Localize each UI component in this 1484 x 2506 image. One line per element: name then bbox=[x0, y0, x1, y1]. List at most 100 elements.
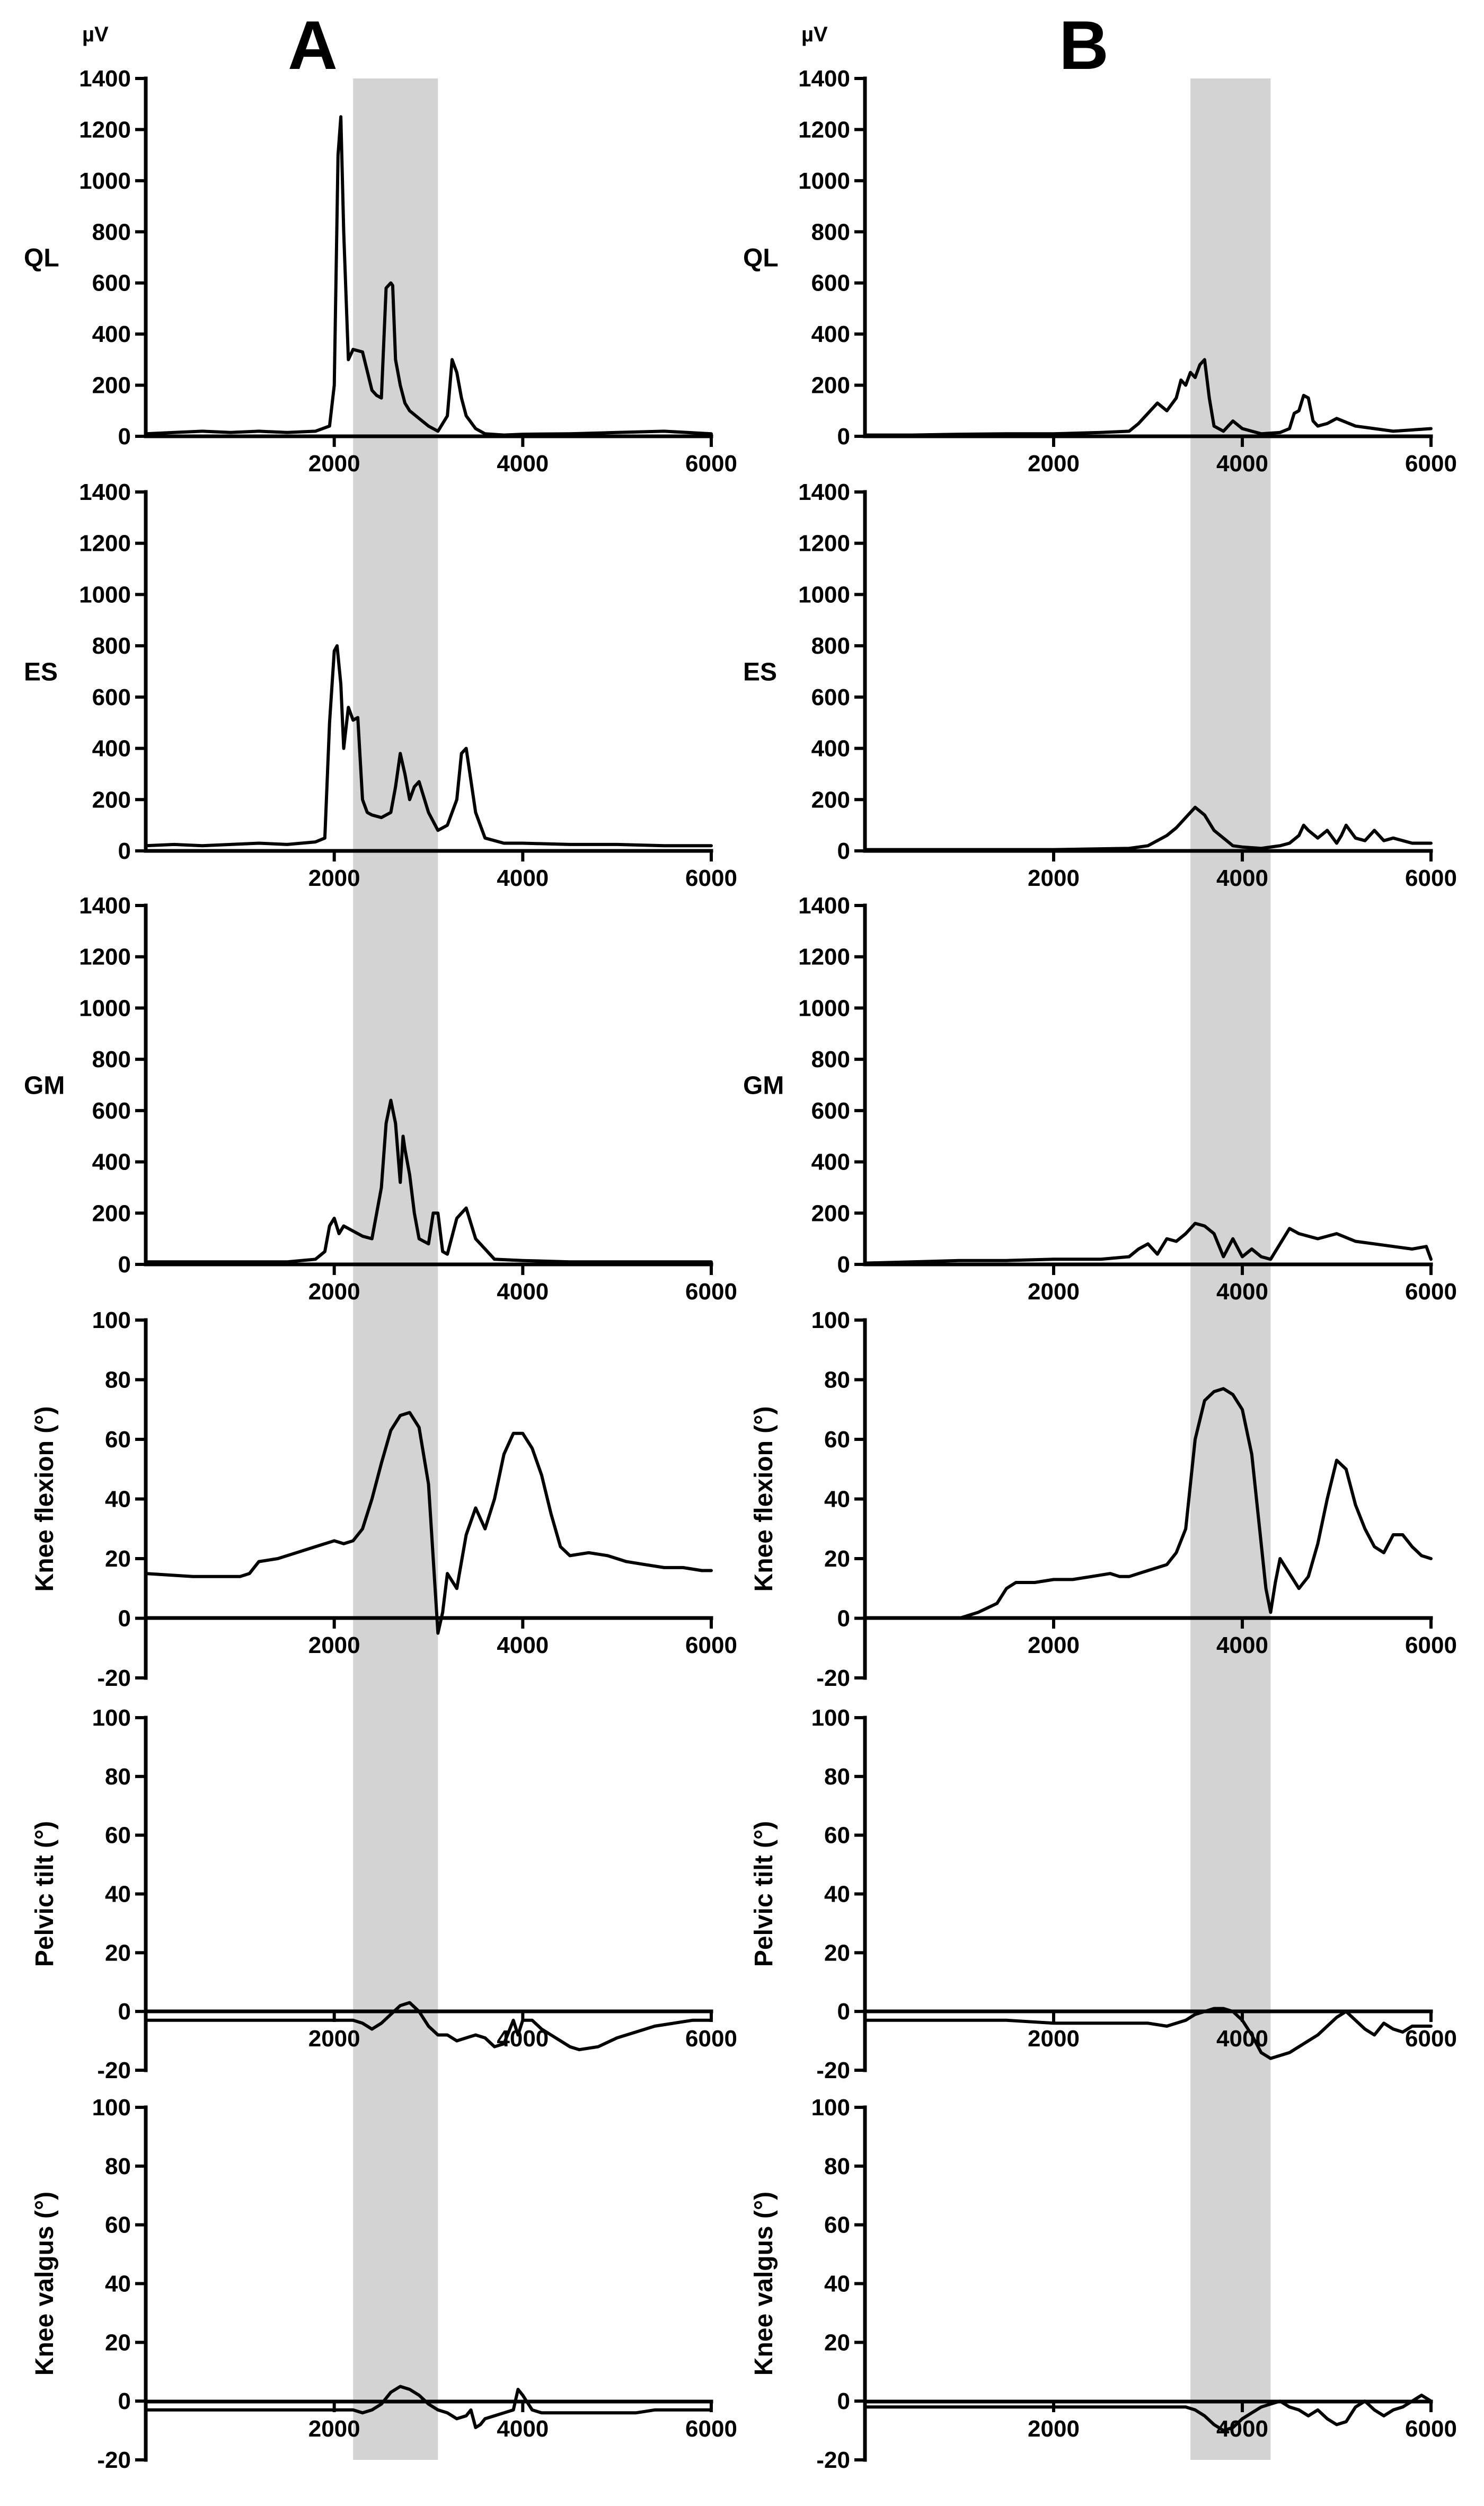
chart-a-ql-y-tick-label: 1400 bbox=[79, 66, 131, 92]
chart-a-pelvic-tilt-y-tick-label: 20 bbox=[105, 1940, 131, 1966]
chart-a-es-x-tick-label: 6000 bbox=[685, 865, 737, 891]
chart-b-knee-valgus-series-line bbox=[863, 2394, 1433, 2432]
chart-b-gm-y-tick-label: 600 bbox=[811, 1098, 850, 1124]
chart-b-ql-y-tick-label: 0 bbox=[837, 424, 850, 450]
chart-b-gm-y-tick-label: 1200 bbox=[798, 944, 850, 970]
chart-a-pelvic-tilt-x-tick-label: 6000 bbox=[685, 2026, 737, 2052]
chart-b-ql-x-tick-label: 6000 bbox=[1405, 451, 1457, 477]
chart-a-knee-valgus-x-tick-label: 2000 bbox=[308, 2416, 360, 2442]
chart-a-gm-y-tick-label: 1000 bbox=[79, 995, 131, 1021]
chart-b-pelvic-tilt: -20 0 20 40 60 80 100 2000 4000 6000 Pelvic tilt (… bbox=[750, 1705, 1457, 2083]
chart-b-es-x-tick-label: 2000 bbox=[1028, 865, 1080, 891]
chart-b-knee-flexion: -20 0 20 40 60 80 100 2000 4000 6000 Knee flexion … bbox=[750, 1307, 1457, 1691]
chart-a-knee-valgus-y-tick-label: 80 bbox=[105, 2153, 131, 2179]
panel-label-a: A bbox=[288, 6, 338, 84]
chart-a-knee-valgus-y-tick-label: 20 bbox=[105, 2329, 131, 2355]
chart-a-gm-y-tick-label: 1200 bbox=[79, 944, 131, 970]
chart-b-gm-y-tick-label: 1400 bbox=[798, 893, 850, 919]
chart-b-pelvic-tilt-x-tick-label: 4000 bbox=[1216, 2026, 1268, 2052]
chart-a-es: 0 200 400 600 800 1000 1200 1400 2000 4000 6000 ES bbox=[24, 479, 737, 891]
chart-a-knee-valgus-x-tick-label: 6000 bbox=[685, 2416, 737, 2442]
chart-b-ql-y-tick-label: 600 bbox=[811, 270, 850, 296]
chart-b-knee-valgus-y-tick-label: 80 bbox=[824, 2153, 850, 2179]
chart-b-gm-x-tick-label: 2000 bbox=[1028, 1279, 1080, 1305]
chart-b-knee-flexion-y-tick-label: -20 bbox=[816, 1665, 850, 1691]
chart-a-es-y-tick-label: 0 bbox=[118, 838, 131, 864]
chart-b-ql-y-tick-label: 400 bbox=[811, 321, 850, 347]
chart-a-es-y-tick-label: 1000 bbox=[79, 582, 131, 608]
chart-b-knee-valgus-y-tick-label: -20 bbox=[816, 2447, 850, 2473]
chart-b-gm-y-label: GM bbox=[743, 1072, 784, 1100]
chart-b-gm-y-tick-label: 400 bbox=[811, 1149, 850, 1175]
chart-a-ql-unit-label: µV bbox=[82, 23, 109, 46]
chart-a-ql-y-tick-label: 200 bbox=[92, 373, 131, 399]
chart-b-knee-valgus-y-tick-label: 0 bbox=[837, 2388, 850, 2414]
chart-a-knee-valgus-y-label: Knee valgus (°) bbox=[31, 2192, 59, 2376]
chart-b-gm: 0 200 400 600 800 1000 1200 1400 2000 4000 6000 GM bbox=[743, 893, 1457, 1305]
chart-a-es-y-tick-label: 800 bbox=[92, 633, 131, 659]
chart-a-knee-valgus-y-tick-label: 60 bbox=[105, 2212, 131, 2238]
chart-b-knee-valgus-x-tick-label: 2000 bbox=[1028, 2416, 1080, 2442]
chart-a-knee-flexion-y-tick-label: 20 bbox=[105, 1546, 131, 1572]
chart-a-knee-flexion-x-tick-label: 2000 bbox=[308, 1632, 360, 1658]
chart-a-pelvic-tilt-y-tick-label: 100 bbox=[92, 1705, 131, 1731]
chart-b-knee-flexion-y-tick-label: 20 bbox=[824, 1546, 850, 1572]
chart-b-ql-y-tick-label: 1400 bbox=[798, 66, 850, 92]
chart-b-pelvic-tilt-x-tick-label: 6000 bbox=[1405, 2026, 1457, 2052]
chart-b-gm-y-tick-label: 200 bbox=[811, 1200, 850, 1226]
chart-b-knee-flexion-y-tick-label: 0 bbox=[837, 1606, 850, 1632]
chart-a-knee-flexion-y-tick-label: -20 bbox=[97, 1665, 131, 1691]
chart-b-pelvic-tilt-y-tick-label: 0 bbox=[837, 1999, 850, 2025]
chart-b-pelvic-tilt-y-tick-label: 60 bbox=[824, 1823, 850, 1849]
chart-b-es-y-tick-label: 200 bbox=[811, 787, 850, 813]
chart-b-es-y-tick-label: 400 bbox=[811, 736, 850, 762]
chart-b-knee-flexion-y-tick-label: 60 bbox=[824, 1427, 850, 1453]
chart-b-ql-series-line bbox=[863, 358, 1433, 437]
chart-b-gm-y-tick-label: 800 bbox=[811, 1047, 850, 1072]
chart-a-pelvic-tilt-y-tick-label: -20 bbox=[97, 2057, 131, 2083]
chart-b-ql-y-tick-label: 1000 bbox=[798, 168, 850, 194]
chart-a-ql-series-line bbox=[144, 115, 713, 437]
chart-a-pelvic-tilt-y-tick-label: 80 bbox=[105, 1764, 131, 1790]
chart-b-knee-valgus-y-tick-label: 20 bbox=[824, 2329, 850, 2355]
chart-a-knee-valgus-series-line bbox=[144, 2385, 713, 2429]
panel-label-b: B bbox=[1059, 6, 1109, 84]
chart-a-gm-x-tick-label: 6000 bbox=[685, 1279, 737, 1305]
chart-b-es-series-line bbox=[863, 805, 1433, 851]
chart-a-ql-y-tick-label: 0 bbox=[118, 424, 131, 450]
chart-a-knee-flexion-y-tick-label: 40 bbox=[105, 1487, 131, 1513]
chart-a-gm-y-label: GM bbox=[24, 1072, 65, 1100]
chart-a-gm-x-tick-label: 4000 bbox=[497, 1279, 549, 1305]
chart-b-knee-valgus-y-tick-label: 100 bbox=[811, 2095, 850, 2121]
chart-b-knee-valgus-y-tick-label: 40 bbox=[824, 2271, 850, 2297]
chart-a-es-series-line bbox=[144, 644, 713, 848]
chart-b-ql-unit-label: µV bbox=[801, 23, 828, 46]
chart-a-gm-y-tick-label: 400 bbox=[92, 1149, 131, 1175]
chart-a-gm: 0 200 400 600 800 1000 1200 1400 2000 4000 6000 GM bbox=[24, 893, 737, 1305]
chart-b-ql-y-tick-label: 800 bbox=[811, 219, 850, 245]
chart-b-es: 0 200 400 600 800 1000 1200 1400 2000 4000 6000 ES bbox=[743, 479, 1457, 891]
chart-a-knee-flexion-x-tick-label: 6000 bbox=[685, 1632, 737, 1658]
chart-a-knee-flexion-y-tick-label: 80 bbox=[105, 1367, 131, 1393]
chart-a-pelvic-tilt-y-label: Pelvic tilt (°) bbox=[31, 1821, 59, 1967]
chart-b-es-y-tick-label: 800 bbox=[811, 633, 850, 659]
chart-b-knee-flexion-y-tick-label: 100 bbox=[811, 1307, 850, 1333]
chart-b-knee-flexion-y-tick-label: 40 bbox=[824, 1487, 850, 1513]
chart-b-knee-flexion-x-tick-label: 2000 bbox=[1028, 1632, 1080, 1658]
chart-b-ql-y-tick-label: 1200 bbox=[798, 117, 850, 143]
shaded-window-a bbox=[353, 78, 438, 2460]
chart-a-pelvic-tilt-x-tick-label: 2000 bbox=[308, 2026, 360, 2052]
chart-a-gm-y-tick-label: 800 bbox=[92, 1047, 131, 1072]
chart-b-pelvic-tilt-y-tick-label: 80 bbox=[824, 1764, 850, 1790]
chart-a-ql-y-tick-label: 800 bbox=[92, 219, 131, 245]
shaded-time-windows bbox=[353, 78, 1271, 2460]
chart-b-gm-series-line bbox=[863, 1221, 1433, 1265]
chart-b-es-y-tick-label: 1200 bbox=[798, 531, 850, 557]
chart-b-knee-valgus-y-tick-label: 60 bbox=[824, 2212, 850, 2238]
chart-b-knee-valgus-y-label: Knee valgus (°) bbox=[750, 2192, 778, 2376]
chart-a-es-y-tick-label: 1400 bbox=[79, 479, 131, 505]
chart-a-pelvic-tilt-y-tick-label: 0 bbox=[118, 1999, 131, 2025]
